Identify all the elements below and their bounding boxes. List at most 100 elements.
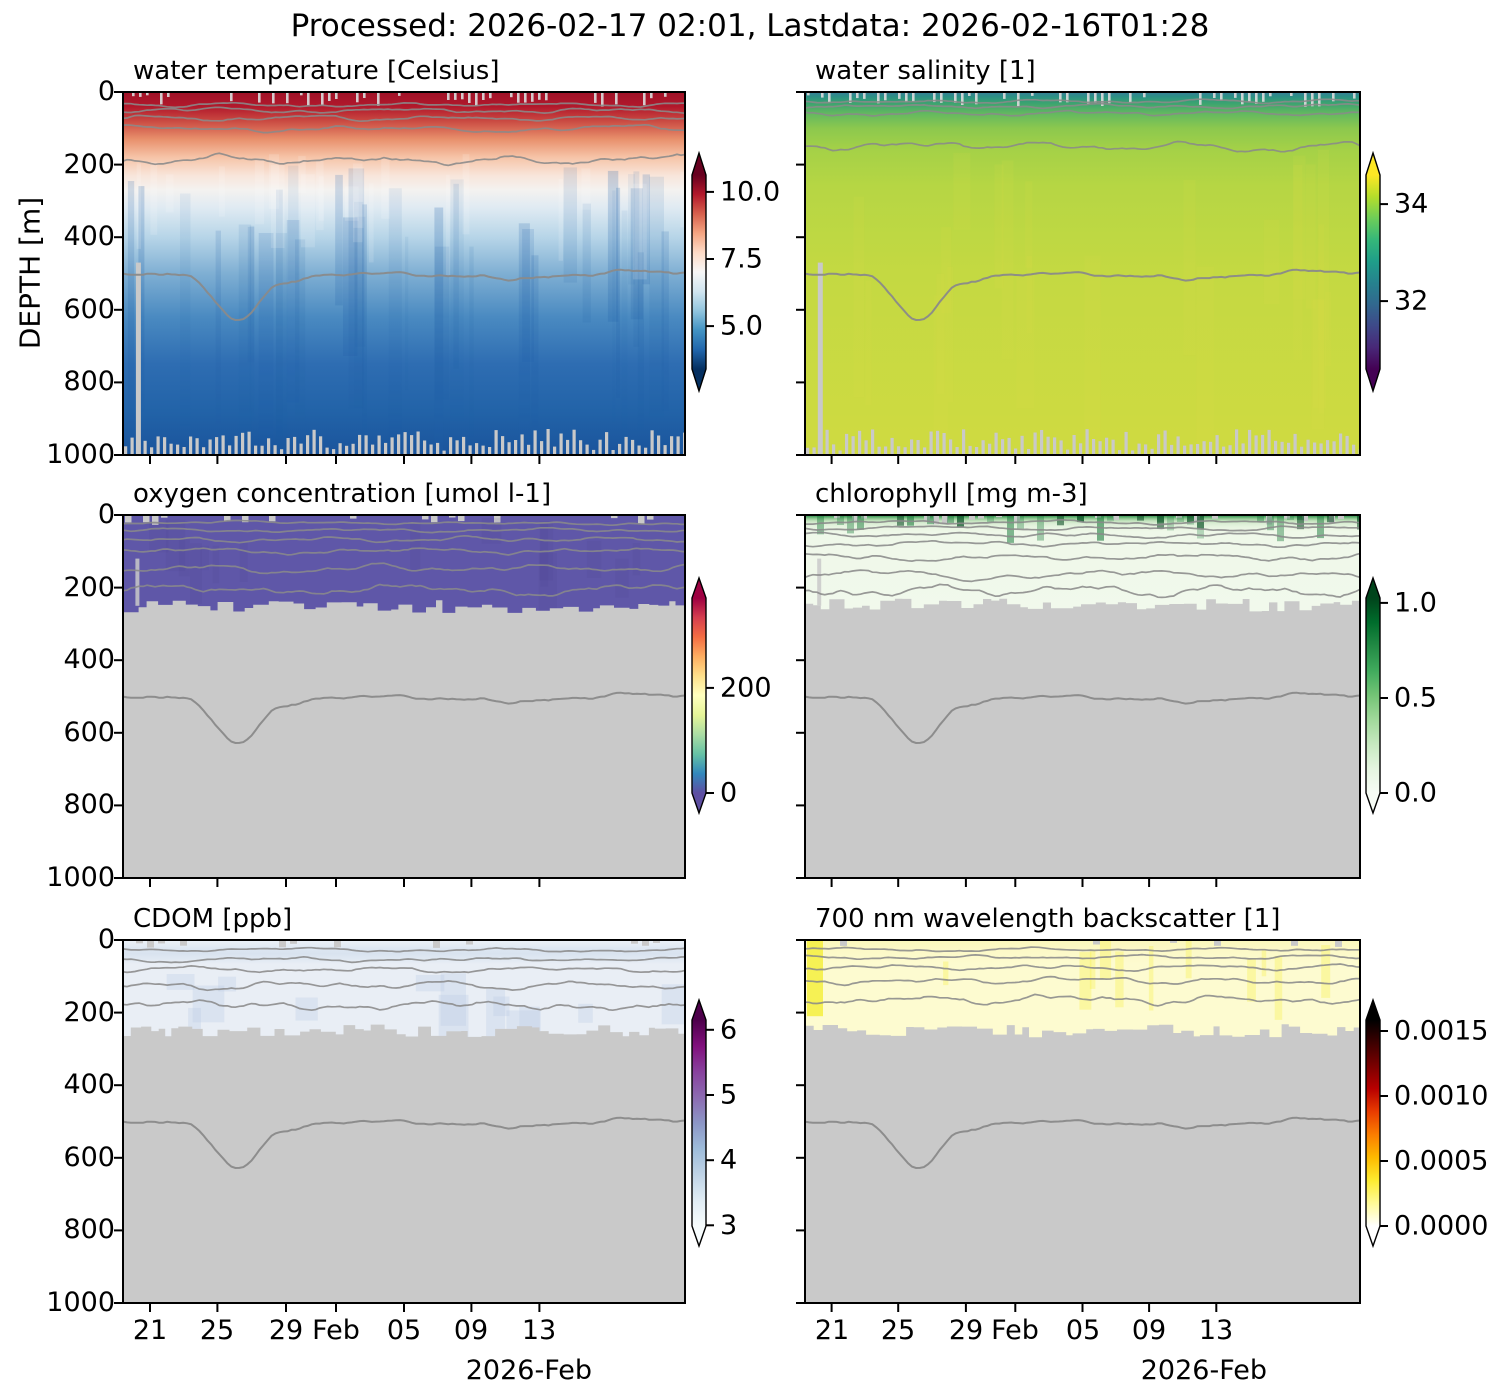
texture-layer — [136, 940, 685, 1037]
colorbar-outline — [691, 997, 707, 1249]
colorbar-over-arrow — [692, 153, 706, 175]
x-tick-label: 21 — [814, 1315, 850, 1346]
colorbar-gradient — [1366, 1020, 1380, 1226]
colorbar-tick-label: 0.0010 — [1394, 1081, 1488, 1112]
y-tick-label: 1000 — [46, 439, 115, 470]
colorbar-tick-label: 1.0 — [1394, 587, 1437, 618]
colorbar-gradient — [692, 1020, 706, 1226]
y-tick-label: 800 — [63, 1214, 115, 1245]
x-tick-label: 09 — [1131, 1315, 1167, 1346]
colorbar-outline — [691, 150, 707, 394]
x-tick-label: 29 — [268, 1315, 304, 1346]
panel-cdom: CDOM [ppb] — [114, 904, 686, 1312]
colorbar-under-arrow — [692, 369, 706, 391]
deep-contour-line — [122, 268, 686, 322]
y-tick-label: 1000 — [46, 1287, 115, 1318]
colorbar-tick-label: 200 — [720, 672, 772, 703]
colorbar-tick-label: 0.5 — [1394, 683, 1437, 714]
water-salinity-colorbar: 34 32 — [1365, 150, 1428, 394]
panel-backscatter-700nm: 700 nm wavelength backscatter [1] — [796, 904, 1361, 1312]
chlorophyll-plot — [796, 514, 1361, 887]
deep-contour-line — [122, 1116, 686, 1170]
colorbar-under-arrow — [692, 793, 706, 813]
colorbar-tick-label: 6 — [720, 1014, 737, 1045]
water-salinity-plot — [796, 91, 1361, 464]
colorbar-tick-label: 3 — [720, 1210, 737, 1241]
y-tick-label: 600 — [63, 1142, 115, 1173]
contour-lines — [122, 101, 686, 322]
x-tick-label: 13 — [1198, 1315, 1234, 1346]
colorbar-tick-label: 0 — [720, 778, 737, 809]
x-axis-offset-label: 2026-Feb — [465, 1355, 592, 1386]
cdom-colorbar: 6 5 4 3 — [691, 997, 737, 1249]
colorbar-gradient — [1366, 175, 1380, 369]
colorbar-tick-label: 0.0015 — [1394, 1016, 1488, 1047]
colorbar-tick-label: 5 — [720, 1080, 737, 1111]
backscatter-700nm-colorbar: 0.0015 0.0010 0.0005 0.0000 — [1365, 997, 1488, 1249]
x-tick-label: 09 — [453, 1315, 489, 1346]
oxygen-concentration-plot — [114, 514, 686, 887]
colorbar-under-arrow — [1366, 369, 1380, 391]
y-tick-label: 0 — [97, 499, 115, 530]
figure-title: Processed: 2026-02-17 02:01, Lastdata: 2… — [290, 8, 1210, 44]
colorbar-outline — [1365, 150, 1381, 394]
y-tick-label: 1000 — [46, 862, 115, 893]
y-tick-label: 0 — [97, 924, 115, 955]
y-tick-label: 800 — [63, 789, 115, 820]
panel-water-temperature: water temperature [Celsius] — [114, 56, 686, 464]
colorbar-gradient — [692, 598, 706, 793]
deep-contour-line — [804, 1116, 1361, 1170]
colorbar-under-arrow — [1366, 793, 1380, 813]
y-axis-label: DEPTH [m] — [13, 196, 47, 350]
x-tick-label: Feb — [312, 1315, 360, 1346]
texture-layer — [124, 92, 685, 455]
panel-oxygen-concentration: oxygen concentration [umol l-1] — [114, 479, 686, 887]
x-tick-label: 25 — [880, 1315, 916, 1346]
colorbar-tick-label: 0.0005 — [1394, 1146, 1488, 1177]
cdom-plot — [114, 939, 686, 1312]
contour-lines — [122, 519, 686, 745]
x-tick-label: 05 — [1065, 1315, 1101, 1346]
backscatter-700nm-plot — [796, 939, 1361, 1312]
x-tick-label: 13 — [521, 1315, 557, 1346]
colorbar-gradient — [1366, 598, 1380, 793]
contour-lines — [122, 946, 686, 1170]
water-temperature-colorbar: 10.0 7.5 5.0 — [691, 150, 780, 394]
panel-water-salinity: water salinity [1] — [796, 56, 1361, 464]
field-area — [805, 940, 1360, 1038]
colorbar-under-arrow — [692, 1226, 706, 1246]
colorbar-over-arrow — [1366, 153, 1380, 175]
field-area — [805, 515, 1360, 612]
x-tick-label: Feb — [991, 1315, 1039, 1346]
colorbar-outline — [1365, 575, 1381, 816]
contour-lines — [804, 946, 1361, 1170]
colorbar-tick-label: 4 — [720, 1145, 737, 1176]
deep-contour-line — [804, 268, 1361, 322]
colorbar-tick-label: 0.0000 — [1394, 1211, 1488, 1242]
texture-layer — [806, 92, 1360, 455]
colorbar-gradient — [692, 175, 706, 369]
colorbar-over-arrow — [692, 1000, 706, 1020]
panel-chlorophyll: chlorophyll [mg m-3] — [796, 479, 1361, 887]
colorbar-tick-label: 10.0 — [720, 176, 780, 207]
colorbar-tick-label: 7.5 — [720, 244, 763, 275]
chlorophyll-colorbar: 1.0 0.5 0.0 — [1365, 575, 1437, 816]
panel-title-water-temperature: water temperature [Celsius] — [133, 56, 500, 86]
y-tick-label: 200 — [63, 572, 115, 603]
y-tick-label: 800 — [63, 366, 115, 397]
colorbar-tick-label: 5.0 — [720, 311, 763, 342]
panel-title-oxygen-concentration: oxygen concentration [umol l-1] — [133, 479, 552, 509]
colorbar-tick-label: 32 — [1394, 286, 1428, 317]
x-tick-label: 25 — [199, 1315, 235, 1346]
x-axis-offset-label: 2026-Feb — [1140, 1355, 1267, 1386]
colorbar-tick-label: 34 — [1394, 189, 1428, 220]
panel-title-cdom: CDOM [ppb] — [133, 904, 293, 934]
colorbar-outline — [691, 575, 707, 816]
y-tick-label: 400 — [63, 1069, 115, 1100]
y-tick-label: 200 — [63, 149, 115, 180]
colorbar-tick-label: 0.0 — [1394, 778, 1437, 809]
y-tick-label: 600 — [63, 717, 115, 748]
colorbar-over-arrow — [1366, 1000, 1380, 1020]
x-tick-label: 05 — [386, 1315, 422, 1346]
